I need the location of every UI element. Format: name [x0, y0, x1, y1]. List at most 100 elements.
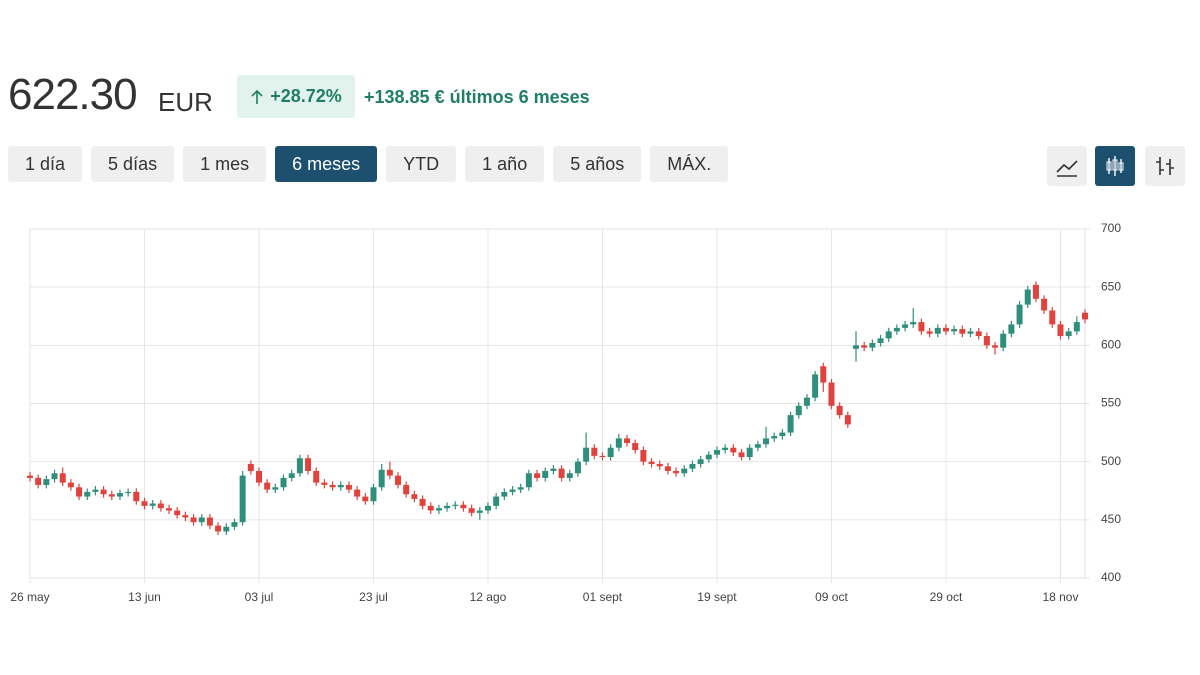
candle-body: [174, 510, 181, 516]
range-button[interactable]: 1 mes: [183, 146, 267, 182]
candle-body: [517, 487, 524, 490]
candle-body: [1073, 322, 1080, 332]
candle-body: [550, 468, 557, 471]
candle-body: [378, 469, 385, 488]
candle-body: [763, 438, 770, 445]
candle-body: [746, 447, 753, 458]
candle-body: [574, 461, 581, 474]
candle-body: [893, 327, 900, 332]
candle-body: [493, 496, 500, 506]
candle-body: [591, 447, 598, 456]
candle-body: [239, 475, 246, 523]
candle-body: [664, 466, 671, 471]
candle-body: [345, 484, 352, 490]
candle-body: [992, 345, 999, 348]
candle-body: [722, 447, 729, 451]
candle-body: [468, 508, 475, 513]
candle-body: [108, 494, 115, 497]
x-tick-label: 19 sept: [697, 590, 737, 604]
candle-body: [844, 415, 851, 425]
up-arrow-icon: [251, 89, 263, 104]
candle-body: [305, 458, 312, 471]
candle-body: [681, 468, 688, 474]
candle-body: [444, 505, 451, 509]
candle-body: [885, 331, 892, 339]
candle-body: [640, 450, 647, 462]
range-buttons: 1 día 5 días 1 mes 6 meses YTD 1 año 5 años MÁX…: [8, 146, 729, 182]
candle-body: [812, 374, 819, 398]
y-tick-label: 550: [1101, 396, 1121, 410]
candle-body: [157, 503, 164, 509]
candle-body: [542, 470, 549, 478]
candle-body: [853, 345, 860, 349]
candle-body: [1082, 312, 1088, 320]
x-tick-label: 26 may: [10, 590, 49, 604]
candle-body: [787, 415, 794, 433]
candle-body: [288, 473, 295, 478]
candle-body: [926, 331, 933, 334]
candle-body: [615, 438, 622, 448]
candle-body: [141, 501, 148, 506]
candle-body: [501, 491, 508, 497]
candle-body: [27, 475, 33, 478]
candle-body: [100, 489, 107, 495]
range-button[interactable]: 6 meses: [275, 146, 378, 182]
candle-body: [386, 469, 393, 476]
candle-body: [403, 484, 410, 495]
candle-body: [272, 487, 279, 490]
candle-body: [1057, 324, 1064, 337]
candle-body: [861, 345, 868, 348]
candle-body: [435, 508, 442, 511]
candle-body: [329, 484, 336, 488]
candle-body: [411, 494, 418, 499]
candle-body: [877, 338, 884, 344]
candle-body: [942, 327, 949, 332]
candle-chart-button[interactable]: [1095, 146, 1135, 186]
range-button[interactable]: 5 años: [553, 146, 642, 182]
candle-body: [476, 510, 483, 513]
candle-body: [828, 382, 835, 406]
candle-body: [125, 491, 132, 494]
range-button[interactable]: YTD: [386, 146, 457, 182]
candle-body: [1016, 304, 1023, 325]
candle-body: [133, 491, 140, 502]
candle-body: [648, 461, 655, 464]
candle-body: [198, 517, 205, 523]
candle-body: [76, 487, 83, 497]
change-badge: +28.72%: [237, 75, 355, 118]
range-button[interactable]: MÁX.: [650, 146, 729, 182]
candle-body: [116, 493, 123, 497]
candle-body: [795, 405, 802, 416]
candle-body: [803, 397, 810, 406]
candle-body: [43, 479, 50, 485]
range-button[interactable]: 5 días: [91, 146, 175, 182]
change-abs: +138.85 € últimos 6 meses: [364, 87, 590, 108]
candle-body: [754, 444, 761, 448]
candle-body: [934, 327, 941, 334]
candle-body: [689, 463, 696, 469]
line-chart-button[interactable]: [1047, 146, 1087, 186]
candle-body: [362, 496, 369, 502]
candle-body: [1049, 310, 1056, 325]
candle-body: [713, 450, 720, 455]
candle-body: [427, 505, 434, 511]
range-button[interactable]: 1 día: [8, 146, 83, 182]
candle-body: [730, 447, 737, 453]
candle-body: [149, 503, 156, 506]
candle-body: [705, 454, 712, 460]
candle-body: [951, 329, 958, 332]
candle-body: [902, 324, 909, 328]
candle-body: [1024, 289, 1031, 305]
candle-body: [1008, 324, 1015, 334]
candle-body: [84, 491, 91, 497]
candle-body: [354, 489, 361, 497]
candle-body: [296, 458, 303, 474]
y-tick-label: 500: [1101, 454, 1121, 468]
y-tick-label: 600: [1101, 338, 1121, 352]
range-button[interactable]: 1 año: [465, 146, 545, 182]
candle-body: [182, 515, 189, 518]
candle-body: [206, 517, 213, 526]
ohlc-chart-button[interactable]: [1145, 146, 1185, 186]
candle-body: [264, 482, 271, 490]
